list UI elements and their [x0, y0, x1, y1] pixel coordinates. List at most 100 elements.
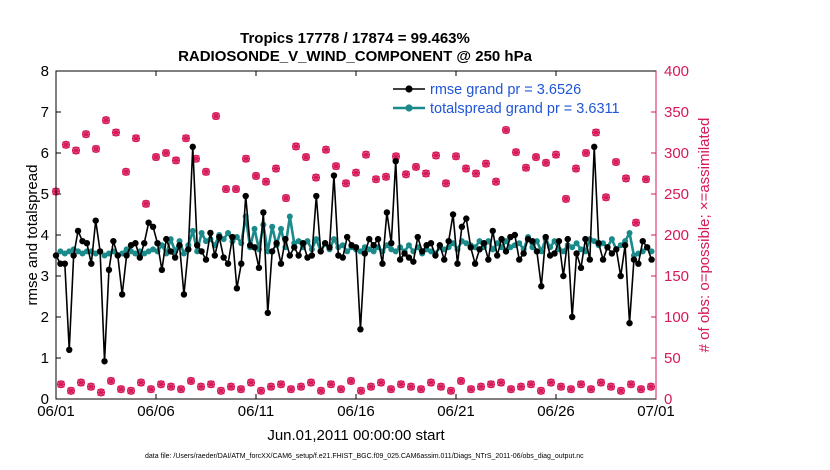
legend-rmse-label: rmse grand pr = 3.6526	[430, 82, 581, 98]
rmse-point	[511, 231, 519, 239]
rmse-point	[591, 143, 598, 151]
y-left-tick-label: 3	[41, 268, 49, 285]
rmse-point	[445, 237, 452, 245]
rmse-point	[643, 244, 651, 251]
obs-assimilated-marker	[477, 382, 485, 391]
rmse-point	[189, 143, 196, 151]
obs-assimilated-marker	[467, 385, 475, 393]
obs-assimilated-marker	[392, 152, 400, 161]
obs-assimilated-marker	[137, 378, 145, 387]
y-axis-left-label: rmse and totalspread	[24, 165, 41, 306]
obs-assimilated-marker	[512, 148, 520, 156]
totalspread-point	[330, 236, 337, 243]
obs-assimilated-marker	[277, 380, 285, 389]
obs-assimilated-marker	[527, 380, 535, 389]
rmse-point	[427, 240, 435, 247]
rmse-point	[229, 233, 236, 241]
rmse-point	[132, 240, 139, 247]
totalspread-point	[313, 236, 320, 243]
rmse-point	[582, 235, 589, 243]
obs-assimilated-marker	[72, 146, 80, 155]
rmse-point	[635, 260, 642, 267]
obs-assimilated-marker	[142, 200, 150, 208]
totalspread-point	[370, 248, 377, 255]
rmse-point	[599, 256, 607, 263]
rmse-point	[88, 260, 95, 267]
obs-assimilated-marker	[272, 164, 280, 173]
rmse-point	[489, 227, 496, 235]
obs-assimilated-marker	[242, 154, 250, 163]
chart-title-line1: Tropics 17778 / 17874 = 99.463%	[240, 30, 470, 47]
chart-title-line2: RADIOSONDE_V_WIND_COMPONENT @ 250 hPa	[178, 48, 533, 65]
obs-assimilated-marker	[627, 380, 635, 389]
obs-assimilated-marker	[97, 388, 105, 397]
obs-assimilated-marker	[182, 134, 190, 143]
obs-assimilated-marker	[457, 377, 465, 385]
obs-assimilated-marker	[647, 382, 655, 391]
rmse-point	[326, 244, 333, 251]
rmse-point	[313, 192, 320, 200]
rmse-point	[61, 260, 69, 267]
x-tick-label: 06/11	[238, 403, 274, 420]
obs-assimilated-marker	[407, 382, 415, 391]
rmse-point	[533, 248, 541, 255]
totalspread-point	[489, 246, 496, 253]
totalspread-point	[600, 240, 607, 247]
rmse-point	[604, 244, 611, 251]
rmse-point	[454, 260, 461, 267]
obs-assimilated-marker	[312, 173, 320, 182]
rmse-point	[564, 235, 571, 243]
obs-assimilated-marker	[162, 149, 170, 157]
totalspread-point	[189, 227, 196, 234]
rmse-point	[586, 256, 594, 263]
rmse-point	[471, 260, 479, 267]
totalspread-point	[626, 229, 633, 236]
obs-assimilated-marker	[537, 387, 545, 395]
obs-assimilated-marker	[127, 387, 135, 395]
obs-assimilated-marker	[152, 153, 160, 161]
totalspread-point	[560, 248, 567, 255]
obs-assimilated-marker	[172, 156, 180, 165]
rmse-point	[639, 237, 646, 245]
totalspread-point	[194, 248, 201, 255]
obs-assimilated-marker	[252, 172, 260, 180]
rmse-point	[555, 237, 563, 245]
totalspread-point	[533, 238, 540, 245]
obs-assimilated-marker	[317, 387, 325, 395]
rmse-point	[418, 248, 426, 255]
rmse-point	[551, 250, 558, 257]
obs-assimilated-marker	[632, 218, 640, 227]
y-right-tick-label: 350	[664, 104, 689, 121]
rmse-point	[207, 229, 214, 237]
obs-assimilated-marker	[302, 153, 310, 161]
obs-assimilated-marker	[297, 382, 305, 391]
obs-assimilated-marker	[572, 164, 580, 173]
rmse-point	[366, 235, 373, 243]
obs-assimilated-marker	[447, 387, 455, 395]
y-right-tick-label: 0	[664, 391, 672, 408]
obs-assimilated-marker	[157, 380, 165, 389]
rmse-point	[114, 252, 121, 259]
obs-assimilated-marker	[352, 168, 360, 177]
rmse-point	[370, 242, 377, 249]
rmse-point	[299, 240, 307, 247]
rmse-point	[101, 358, 108, 365]
obs-assimilated-marker	[362, 150, 370, 159]
rmse-point	[185, 246, 192, 253]
obs-assimilated-marker	[637, 385, 645, 393]
obs-assimilated-marker	[507, 385, 515, 393]
obs-assimilated-marker	[307, 378, 315, 387]
obs-assimilated-marker	[62, 141, 70, 149]
rmse-point	[224, 260, 232, 267]
obs-assimilated-marker	[337, 385, 345, 393]
obs-assimilated-marker	[597, 378, 605, 387]
rmse-point	[198, 248, 205, 255]
rmse-point	[573, 250, 580, 257]
obs-assimilated-marker	[607, 382, 615, 391]
rmse-point	[286, 252, 294, 259]
obs-assimilated-marker	[437, 382, 445, 391]
obs-assimilated-marker	[432, 151, 440, 160]
obs-assimilated-marker	[417, 385, 425, 393]
rmse-point	[277, 260, 285, 267]
obs-assimilated-marker	[367, 382, 375, 391]
